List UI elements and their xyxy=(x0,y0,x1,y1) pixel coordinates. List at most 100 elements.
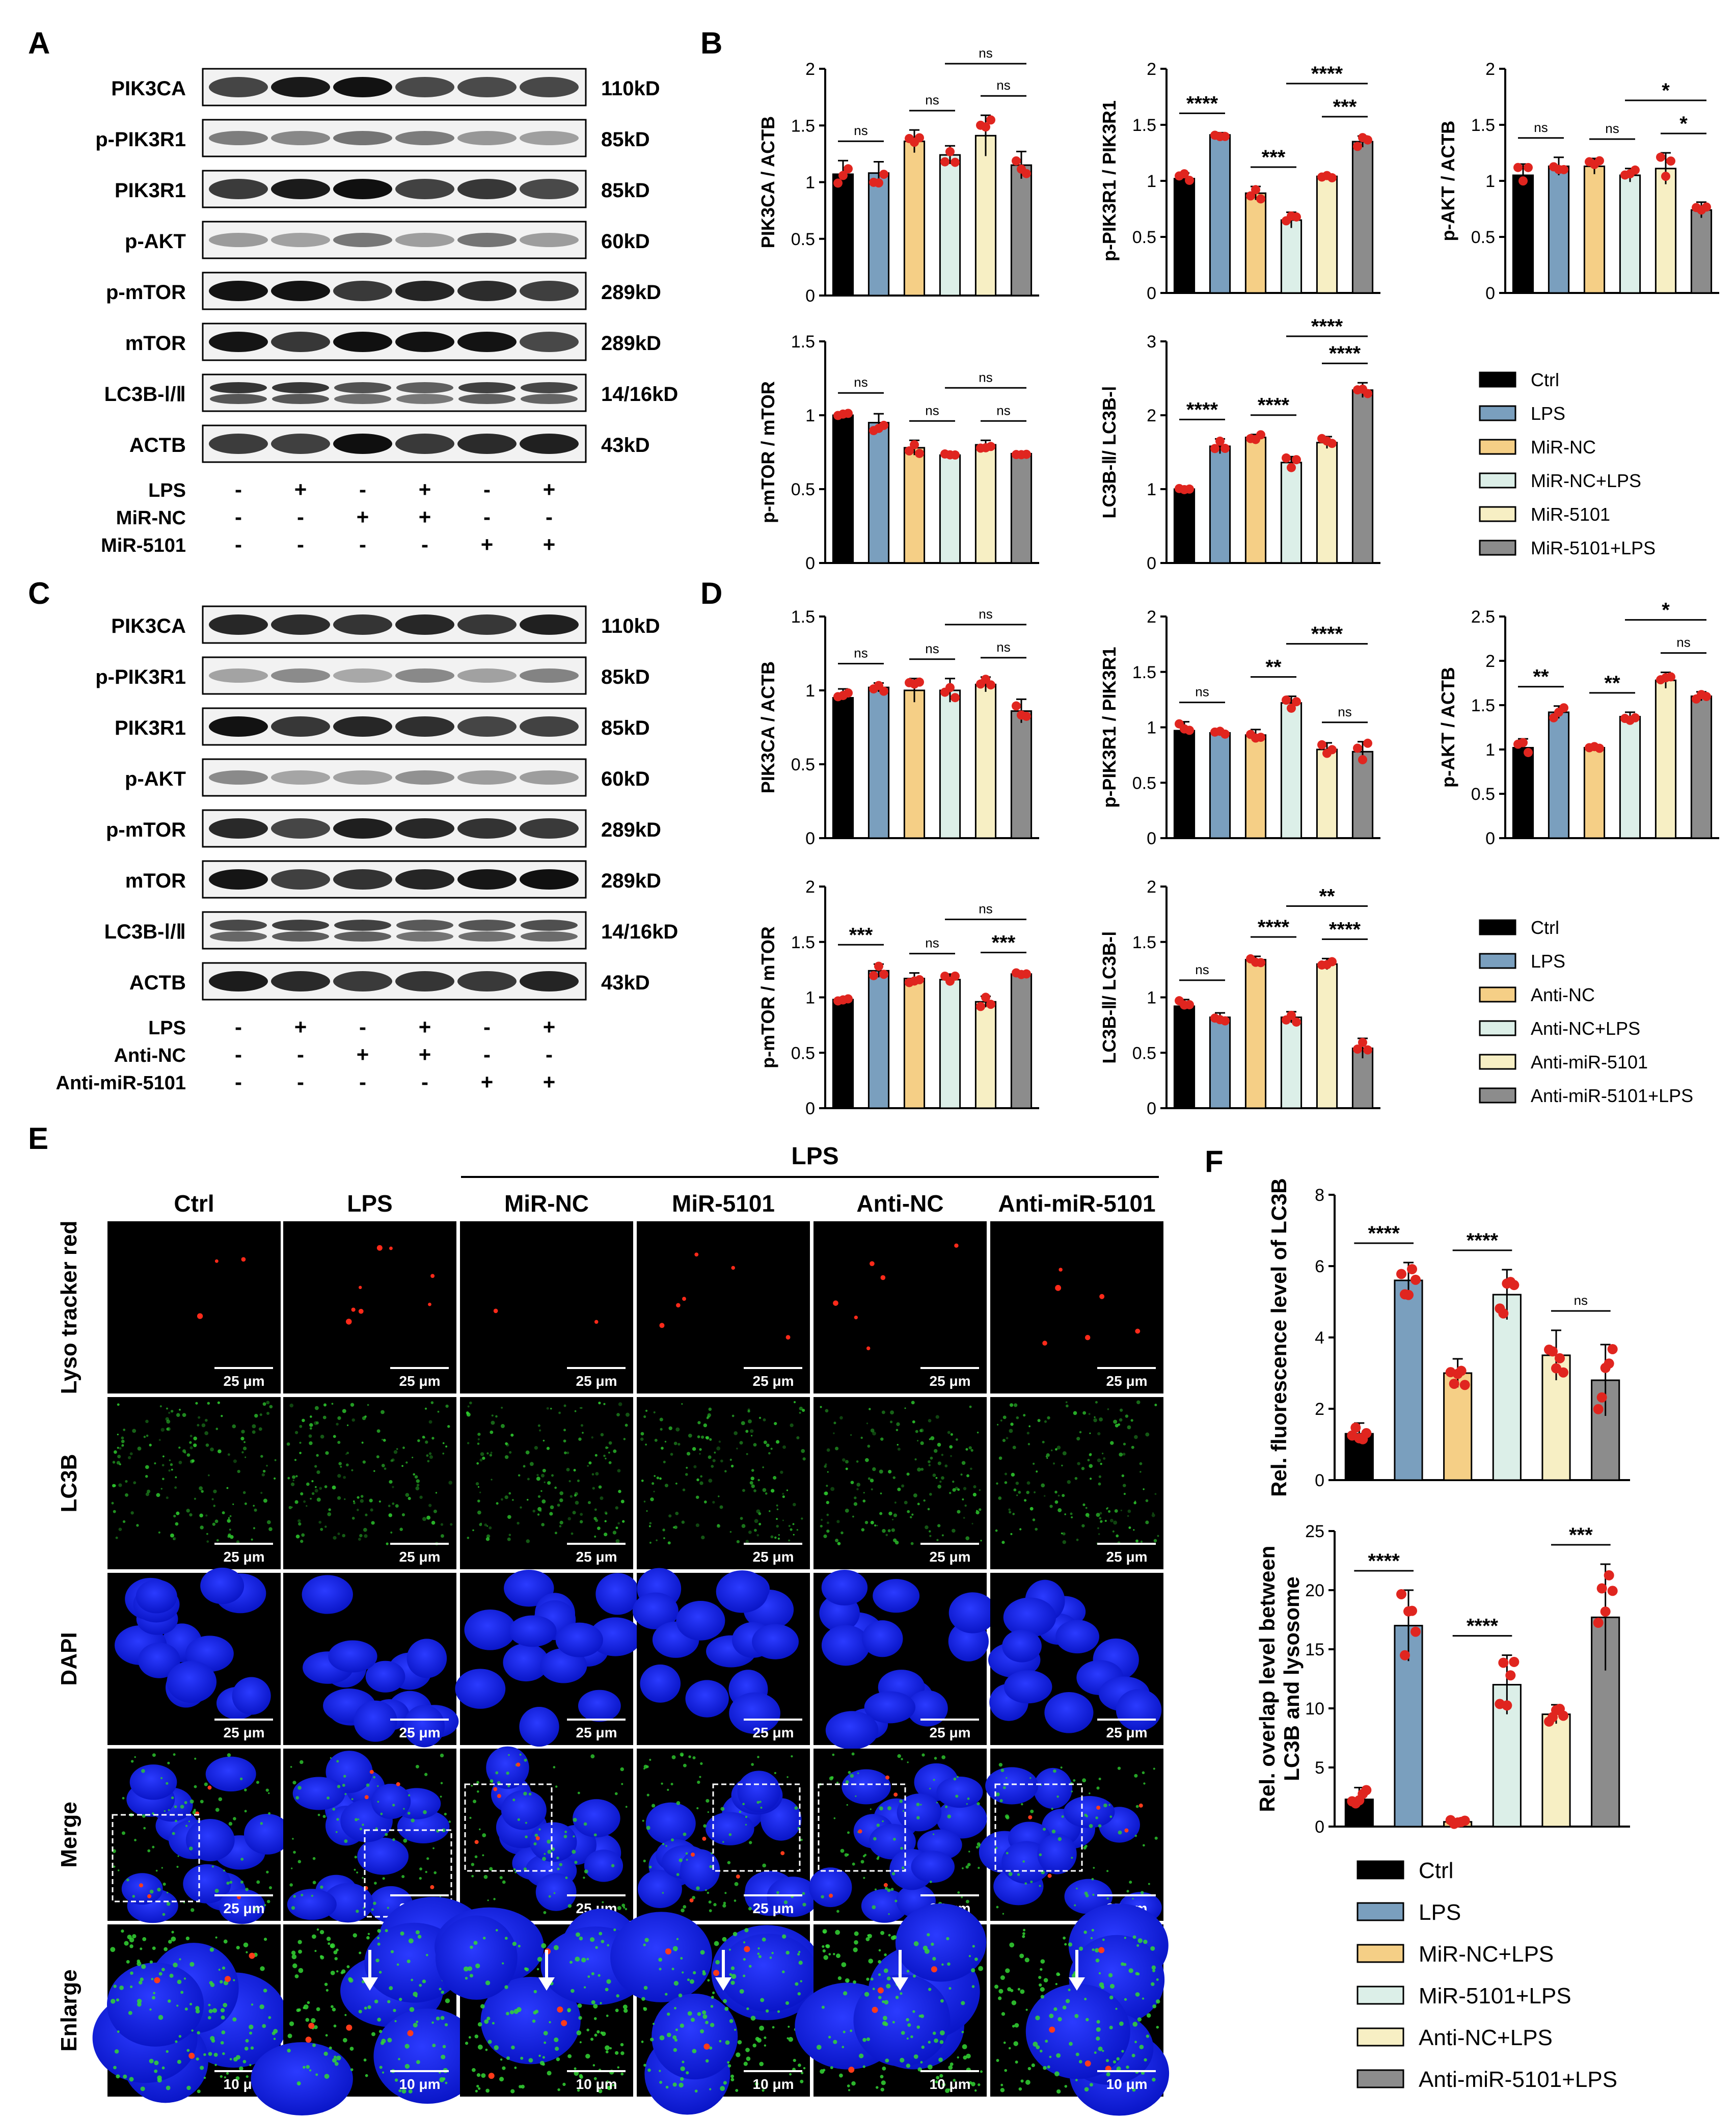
data-point xyxy=(1210,444,1219,453)
blot-size-label: 60kD xyxy=(601,230,650,253)
y-tick-label: 1.5 xyxy=(1132,116,1156,135)
blot-band xyxy=(458,920,516,931)
legend-label: Anti-NC+LPS xyxy=(1419,2025,1553,2050)
bar xyxy=(1244,959,1267,1109)
blot-band xyxy=(271,668,330,683)
y-tick-label: 1 xyxy=(805,988,815,1008)
data-point xyxy=(1524,747,1533,757)
treatment-label: LPS xyxy=(148,1017,186,1039)
data-point xyxy=(879,970,888,979)
data-point xyxy=(1363,738,1372,748)
lps-header: LPS xyxy=(791,1143,838,1170)
blot-size-label: 289kD xyxy=(601,281,661,304)
y-tick-label: 1.5 xyxy=(791,933,815,952)
arrowhead-icon xyxy=(538,1977,555,1991)
blot-band xyxy=(272,931,329,942)
legend-label: Anti-miR-5101+LPS xyxy=(1419,2067,1617,2092)
y-tick-label: 0 xyxy=(805,1099,815,1118)
blot-size-label: 289kD xyxy=(601,870,661,892)
legend-swatch xyxy=(1357,1902,1404,1921)
blot-band xyxy=(334,920,391,931)
micrograph: 10 μm xyxy=(251,1897,489,2116)
blot-band xyxy=(520,77,579,97)
legend-label: LPS xyxy=(1419,1900,1461,1925)
data-point xyxy=(833,178,843,188)
blot-band xyxy=(334,931,391,942)
micrograph: 25 μm xyxy=(637,1749,819,1921)
data-point xyxy=(1593,1404,1604,1414)
data-point xyxy=(1509,1280,1520,1291)
blot-protein-label: p-PIK3R1 xyxy=(95,128,186,151)
significance-label: ns xyxy=(996,77,1010,93)
scale-bar-label: 25 μm xyxy=(753,1725,794,1740)
blot-band xyxy=(395,614,454,635)
data-point xyxy=(1180,169,1189,179)
bar xyxy=(1351,750,1374,839)
data-point xyxy=(879,686,888,696)
y-tick-label: 4 xyxy=(1315,1328,1324,1348)
y-tick-label: 5 xyxy=(1315,1758,1324,1778)
data-point xyxy=(1185,726,1194,735)
data-point xyxy=(1327,745,1337,755)
y-tick-label: 0 xyxy=(1315,1817,1324,1837)
western-blot-c: PIK3CA 110kD p-PIK3R1 85kD PIK3R1 85kD p-AKT 60… xyxy=(56,605,678,1094)
significance-label: *** xyxy=(1262,146,1286,169)
scale-bar-label: 25 μm xyxy=(753,1900,794,1916)
bar xyxy=(1244,192,1267,294)
data-point xyxy=(1559,165,1568,174)
data-point xyxy=(1353,142,1362,151)
column-header: MiR-5101 xyxy=(672,1190,775,1217)
data-point xyxy=(1505,1670,1516,1681)
y-tick-label: 1.5 xyxy=(1132,933,1156,952)
data-point xyxy=(1287,463,1296,472)
scale-bar-label: 10 μm xyxy=(1106,2076,1148,2092)
data-point xyxy=(1518,176,1528,186)
blot-size-label: 14/16kD xyxy=(601,383,678,406)
column-header: Anti-miR-5101 xyxy=(998,1190,1155,1217)
blot-band xyxy=(457,818,517,839)
blot-band xyxy=(209,281,268,301)
y-tick-label: 2 xyxy=(1485,60,1495,79)
blot-band xyxy=(333,668,392,683)
micrograph: 25 μm xyxy=(813,1569,997,1750)
blot-band xyxy=(333,614,392,635)
treatment-sign: + xyxy=(294,1015,307,1039)
blot-band xyxy=(271,179,330,199)
bar xyxy=(1010,164,1033,297)
data-point xyxy=(986,115,995,125)
significance-label: ns xyxy=(925,641,939,656)
y-tick-label: 1 xyxy=(1147,988,1156,1008)
significance-label: *** xyxy=(1333,96,1357,118)
data-point xyxy=(1656,152,1665,162)
legend-label: MiR-NC xyxy=(1531,437,1596,458)
blot-size-label: 85kD xyxy=(601,666,650,688)
scale-bar-label: 25 μm xyxy=(576,1373,617,1389)
data-point xyxy=(1363,135,1372,145)
data-point xyxy=(1604,1570,1614,1580)
column-header: Ctrl xyxy=(174,1190,214,1217)
bar xyxy=(1010,710,1033,839)
legend-label: MiR-NC+LPS xyxy=(1419,1942,1554,1967)
bar-chart-7: 00.511.522.5p-AKT / ACTB ** ***ns xyxy=(1437,599,1719,848)
bar xyxy=(903,978,926,1109)
scale-bar-label: 25 μm xyxy=(930,1725,971,1740)
y-tick-label: 0 xyxy=(805,554,815,573)
y-tick-label: 0.5 xyxy=(791,1043,815,1063)
bar xyxy=(1244,437,1267,564)
legend-swatch xyxy=(1479,506,1516,522)
blot-band xyxy=(209,668,268,683)
legend-label: LPS xyxy=(1531,951,1565,972)
data-point xyxy=(1022,711,1031,721)
blot-band xyxy=(396,394,453,404)
treatment-label: Anti-miR-5101 xyxy=(56,1073,186,1094)
scale-bar-label: 25 μm xyxy=(224,1725,265,1740)
blot-band xyxy=(209,770,268,785)
blot-band xyxy=(333,281,392,301)
micrograph: 25 μm xyxy=(283,1573,459,1748)
scale-bar-label: 25 μm xyxy=(576,1725,617,1740)
bar xyxy=(1512,174,1534,294)
blot-size-label: 60kD xyxy=(601,768,650,790)
y-tick-label: 0 xyxy=(1147,829,1156,848)
